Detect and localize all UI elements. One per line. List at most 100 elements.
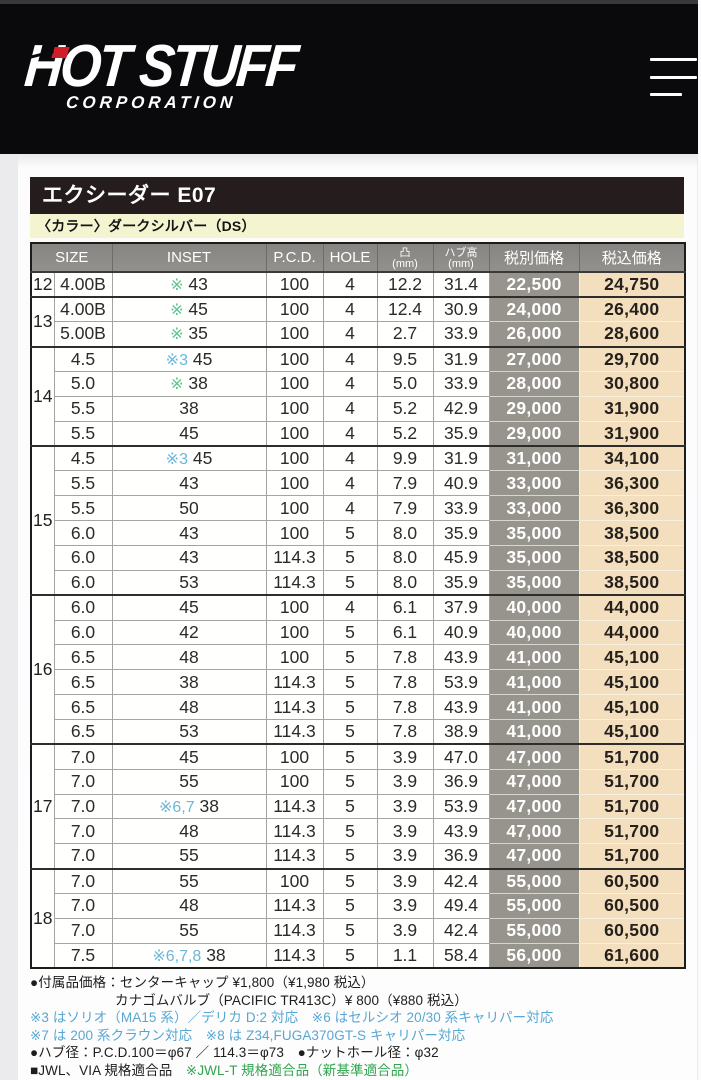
cell-inset: ※3 45 <box>111 345 267 372</box>
content: エクシーダー E07 〈カラー〉ダークシルバー（DS） SIZE INSET P… <box>30 177 686 1080</box>
footnote-text: ●付属品価格：センターキャップ ¥1,800（¥1,980 税込） <box>30 975 375 991</box>
cell-protrusion: 7.8 <box>376 669 434 696</box>
cell-pcd: 114.3 <box>265 917 324 944</box>
cell-inset: 42 <box>111 619 267 646</box>
cell-inset: 38 <box>111 395 267 422</box>
cell-hub: 36.9 <box>432 843 490 870</box>
cell-pcd: 100 <box>265 470 324 497</box>
cell-width: 7.0 <box>53 768 113 795</box>
cell-protrusion: 5.2 <box>376 395 434 422</box>
cell-size-inch: 17 <box>30 743 55 870</box>
cell-hole: 4 <box>322 295 378 323</box>
cell-hole: 4 <box>322 445 378 472</box>
header-inset: INSET <box>111 243 267 273</box>
inset-value: 43 <box>188 273 208 294</box>
cell-inset: 48 <box>111 818 267 845</box>
cell-size-inch: 13 <box>30 295 55 348</box>
footnote-text: ※JWL-T 規格適合品（新基準適合品） <box>185 1063 418 1079</box>
cell-protrusion: 7.8 <box>376 718 434 745</box>
cell-price_inc: 61,600 <box>578 942 686 969</box>
hamburger-menu-icon[interactable] <box>650 58 697 98</box>
cell-hole: 5 <box>322 892 378 919</box>
cell-pcd: 100 <box>265 420 324 447</box>
cell-width: 5.0 <box>53 370 113 397</box>
cell-protrusion: 6.1 <box>376 594 434 621</box>
inset-value: 38 <box>188 373 208 394</box>
cell-price_ex: 56,000 <box>488 942 580 969</box>
cell-size-inch: 14 <box>30 345 55 447</box>
cell-hole: 5 <box>322 520 378 546</box>
spec-row-17-2: 7.0 ※6,7 38 114.3 5 3.9 53.9 47,000 51,700 <box>31 793 686 820</box>
cell-hub: 40.9 <box>432 470 490 497</box>
inset-note-mark: ※6,7,8 <box>152 947 202 965</box>
cell-pcd: 100 <box>265 495 324 522</box>
cell-hub: 42.4 <box>432 867 490 894</box>
cell-hub: 58.4 <box>432 942 490 969</box>
cell-protrusion: 3.9 <box>376 892 434 919</box>
cell-price_ex: 41,000 <box>488 644 580 671</box>
footnote-text: ●ハブ径：P.C.D.100＝φ67 ／ 114.3＝φ73 ●ナットホール径：… <box>30 1045 439 1061</box>
cell-hole: 4 <box>322 345 378 372</box>
cell-price_inc: 38,500 <box>578 544 686 571</box>
footnote-text: ※3 はソリオ（MA15 系）／デリカ D:2 対応 ※6 はセルシオ 20/3… <box>30 1010 554 1026</box>
cell-pcd: 114.3 <box>265 544 324 571</box>
cell-price_inc: 44,000 <box>578 594 686 621</box>
cell-hub: 53.9 <box>432 669 490 696</box>
scrollbar-track[interactable] <box>698 0 701 1080</box>
cell-pcd: 100 <box>265 768 324 795</box>
header-protrusion: 凸 (mm) <box>376 243 434 273</box>
spec-row-18-0: 18 7.0 55 100 5 3.9 42.4 55,000 60,500 <box>30 867 686 969</box>
cell-pcd: 100 <box>265 520 324 546</box>
footnote-line-6: ■JWL、VIA 規格適合品 ※JWL-T 規格適合品（新基準適合品） <box>30 1062 684 1080</box>
spec-row-14-3: 5.5 45 100 4 5.2 35.9 29,000 31,900 <box>31 420 686 447</box>
cell-hole: 4 <box>322 271 378 298</box>
inset-note-mark: ※ <box>170 326 184 344</box>
cell-price_ex: 47,000 <box>488 843 580 870</box>
cell-hub: 47.0 <box>432 743 490 770</box>
cell-price_inc: 31,900 <box>578 420 686 447</box>
cell-protrusion: 5.2 <box>376 420 434 447</box>
cell-hole: 5 <box>322 569 378 596</box>
cell-hub: 33.9 <box>432 495 490 522</box>
header-hub-lines: ハブ高 (mm) <box>434 245 488 271</box>
spec-row-13-1: 5.00B ※ 35 100 4 2.7 33.9 26,000 28,600 <box>31 321 686 348</box>
cell-protrusion: 7.8 <box>376 644 434 671</box>
cell-hole: 5 <box>322 619 378 646</box>
cell-hole: 5 <box>322 644 378 671</box>
cell-hub: 35.9 <box>432 420 490 447</box>
cell-price_ex: 55,000 <box>488 867 580 894</box>
cell-hole: 5 <box>322 818 378 845</box>
cell-inset: ※ 38 <box>111 370 267 397</box>
cell-price_ex: 41,000 <box>488 694 580 720</box>
spec-row-14-0: 14 4.5 ※3 45 100 4 9.5 31.9 27,000 29,700 <box>30 345 686 447</box>
cell-pcd: 114.3 <box>265 843 324 870</box>
cell-hub: 35.9 <box>432 520 490 546</box>
cell-price_inc: 24,750 <box>578 271 686 298</box>
header-protrusion-lines: 凸 (mm) <box>378 245 432 271</box>
spec-row-16-1: 6.0 42 100 5 6.1 40.9 40,000 44,000 <box>31 619 686 646</box>
cell-price_ex: 47,000 <box>488 768 580 795</box>
cell-size-inch: 15 <box>30 445 55 596</box>
cell-protrusion: 7.9 <box>376 470 434 497</box>
cell-inset: 48 <box>111 892 267 919</box>
spec-row-16-2: 6.5 48 100 5 7.8 43.9 41,000 45,100 <box>31 644 686 671</box>
inset-note-mark: ※ <box>170 376 184 394</box>
cell-protrusion: 3.9 <box>376 818 434 845</box>
inset-value: 35 <box>188 323 208 344</box>
cell-hole: 4 <box>322 495 378 522</box>
cell-price_inc: 45,100 <box>578 644 686 671</box>
cell-price_ex: 33,000 <box>488 470 580 497</box>
spec-table: SIZE INSET P.C.D. HOLE 凸 (mm) ハブ高 (mm) 税別価… <box>30 242 686 970</box>
cell-price_ex: 40,000 <box>488 619 580 646</box>
cell-hub: 33.9 <box>432 321 490 348</box>
cell-price_inc: 60,500 <box>578 867 686 894</box>
cell-width: 5.5 <box>53 395 113 422</box>
cell-price_inc: 45,100 <box>578 694 686 720</box>
cell-hub: 43.9 <box>432 694 490 720</box>
cell-pcd: 100 <box>265 619 324 646</box>
cell-pcd: 114.3 <box>265 818 324 845</box>
spec-row-17-1: 7.0 55 100 5 3.9 36.9 47,000 51,700 <box>31 768 686 795</box>
cell-inset: 55 <box>111 768 267 795</box>
footnote-text: ■JWL、VIA 規格適合品 <box>30 1063 186 1079</box>
